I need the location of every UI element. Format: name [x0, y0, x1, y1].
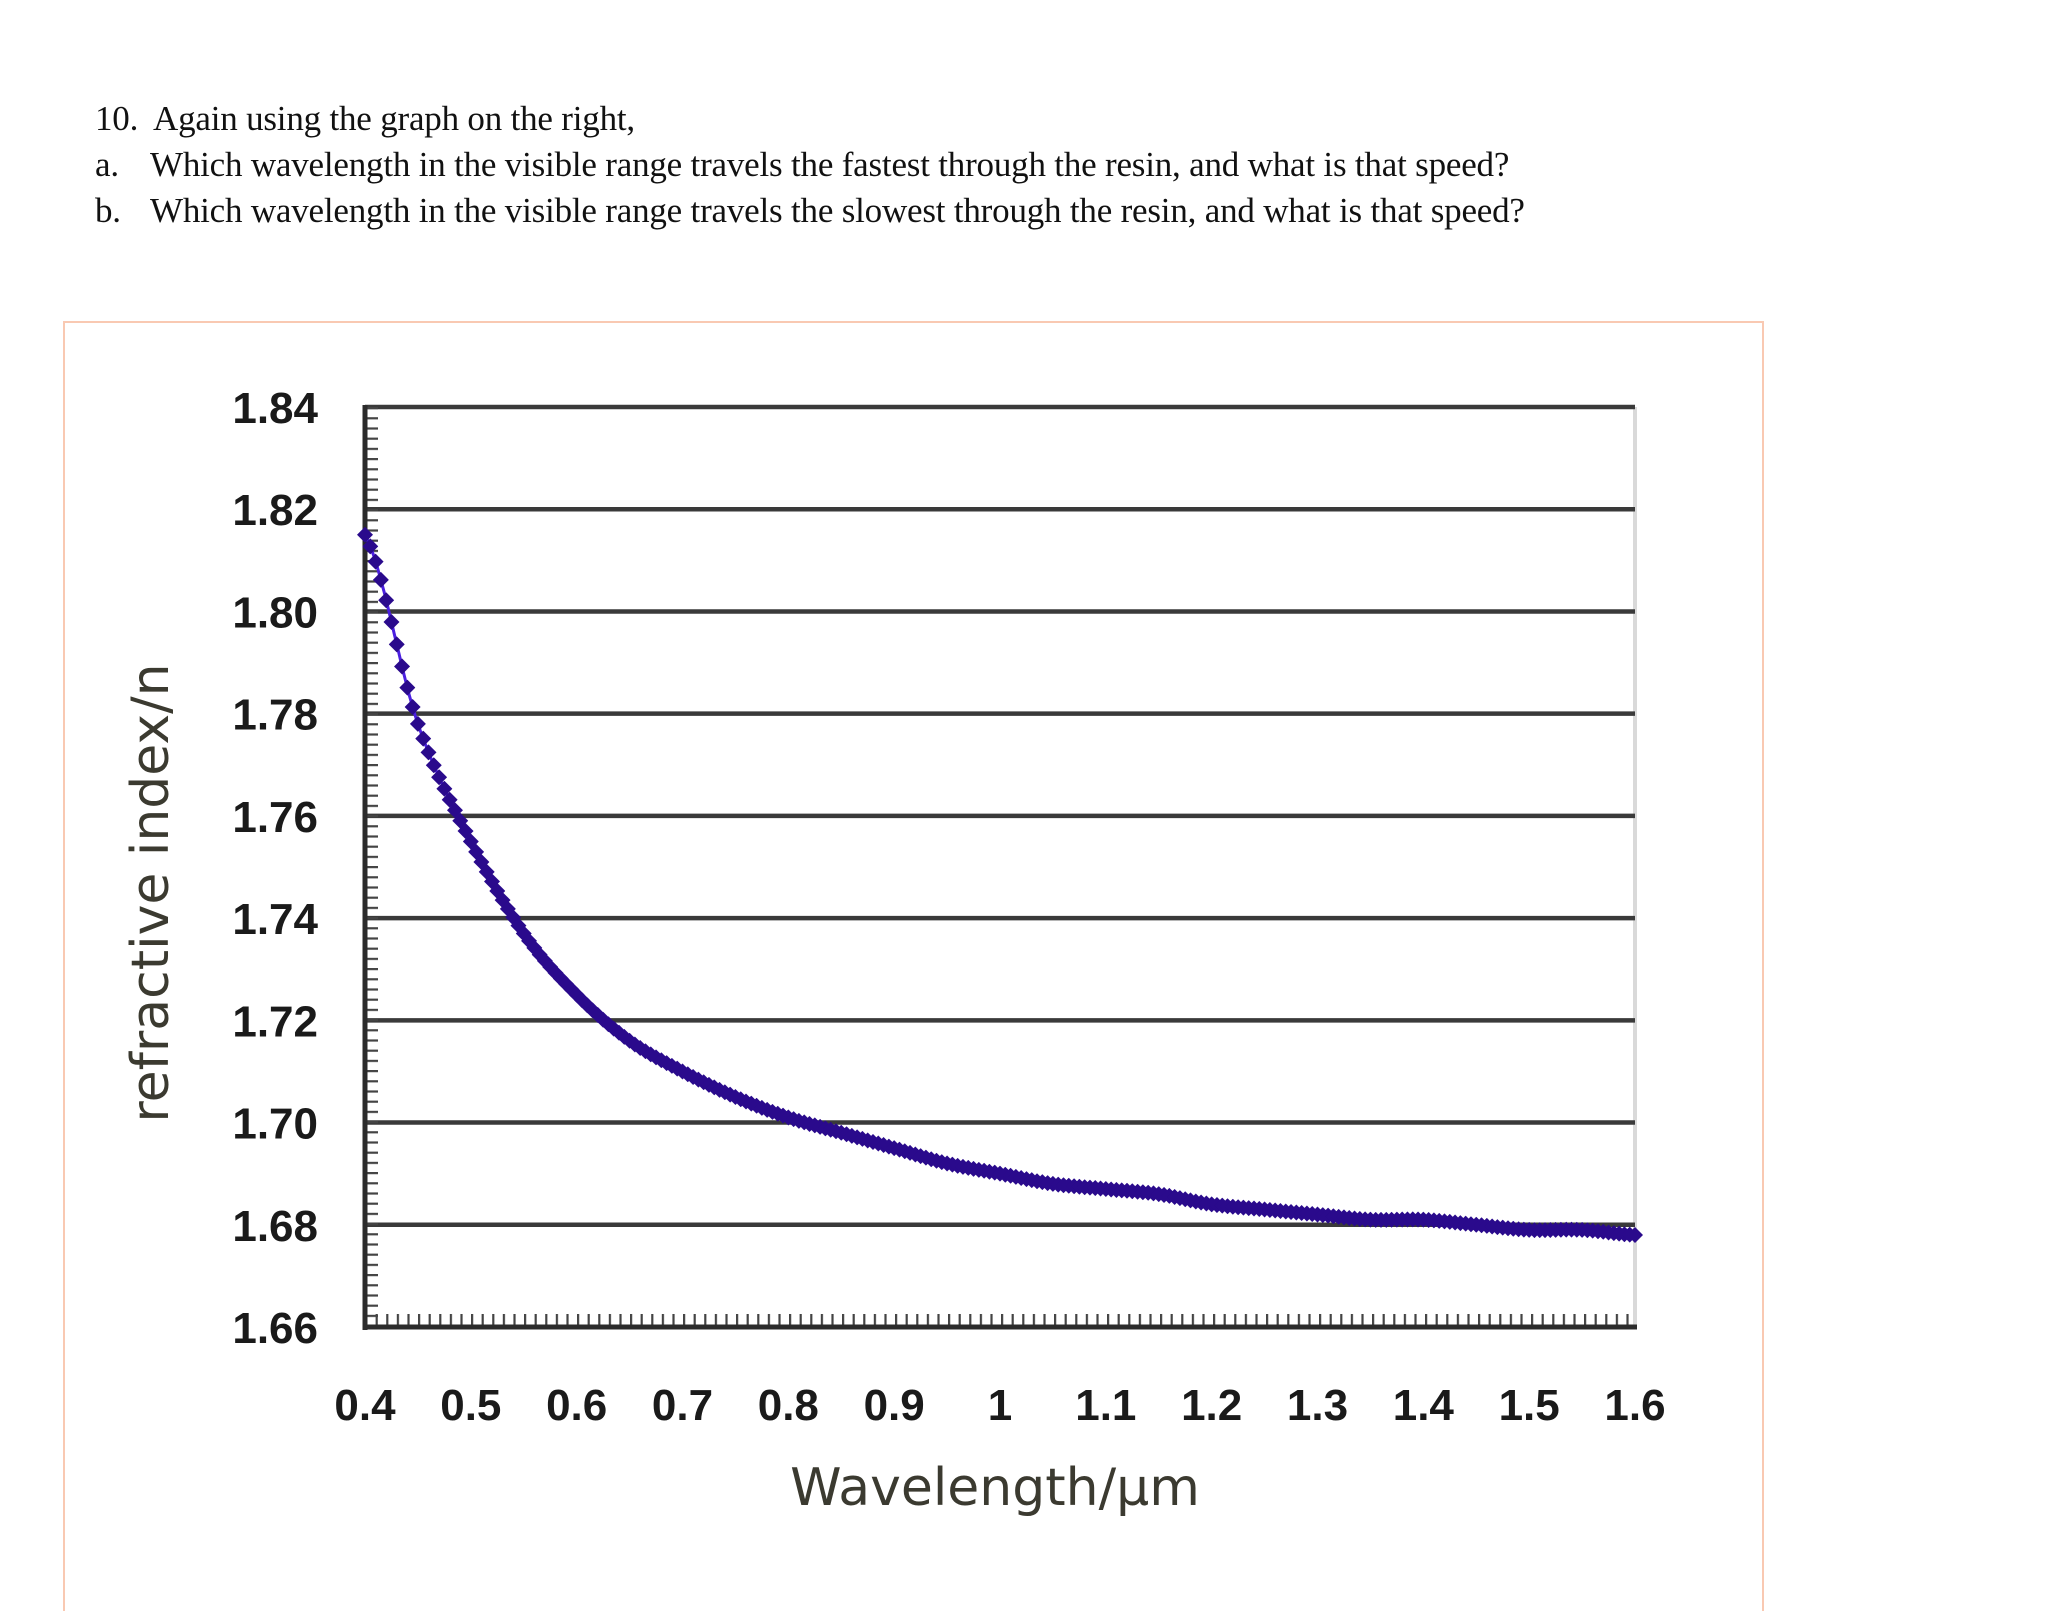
x-axis-tick-labels: 0.4 0.5 0.6 0.7 0.8 0.9 1 1.1 1.2 1.3 1.4 1.5 1.6 [334, 1381, 1665, 1430]
chart-frame [63, 321, 1764, 1611]
question-text: 10. Again using the graph on the right, a… [95, 96, 1525, 234]
x-tick-label: 0.8 [758, 1381, 819, 1430]
question-part-a: a. Which wavelength in the visible range … [95, 142, 1525, 188]
question-number: 10. [95, 99, 139, 138]
x-tick-label: 0.4 [334, 1381, 396, 1430]
x-axis-minor-ticks [365, 1314, 1635, 1326]
y-tick-label: 1.70 [232, 1100, 318, 1149]
plot-area [357, 404, 1643, 1330]
x-axis-title: Wavelength/μm [790, 1458, 1200, 1518]
y-tick-label: 1.84 [232, 384, 318, 433]
y-tick-label: 1.66 [232, 1304, 318, 1353]
x-tick-label: 1 [988, 1381, 1012, 1430]
y-tick-label: 1.82 [232, 486, 318, 535]
x-tick-label: 1.2 [1181, 1381, 1242, 1430]
part-b-marker: b. [95, 191, 121, 230]
y-axis-minor-ticks [366, 407, 378, 1327]
question-heading: 10. Again using the graph on the right, [95, 96, 1525, 142]
data-series [357, 526, 1643, 1243]
series-line [363, 534, 1636, 1237]
y-axis-tick-labels: 1.84 1.82 1.80 1.78 1.76 1.74 1.72 1.70 1.68 1.66 [232, 384, 318, 1353]
x-tick-label: 1.6 [1604, 1381, 1665, 1430]
y-tick-label: 1.76 [232, 793, 318, 842]
part-b-text: Which wavelength in the visible range tr… [150, 191, 1525, 230]
question-part-b: b. Which wavelength in the visible range … [95, 188, 1525, 234]
y-tick-label: 1.68 [232, 1202, 318, 1251]
x-tick-label: 1.5 [1499, 1381, 1560, 1430]
gridlines [365, 404, 1635, 1228]
series-markers [357, 526, 1643, 1243]
part-a-marker: a. [95, 145, 119, 184]
x-tick-label: 1.1 [1075, 1381, 1136, 1430]
x-tick-label: 0.9 [864, 1381, 925, 1430]
x-tick-label: 0.7 [652, 1381, 713, 1430]
y-tick-label: 1.78 [232, 691, 318, 740]
x-tick-label: 1.3 [1287, 1381, 1348, 1430]
x-tick-label: 0.5 [440, 1381, 501, 1430]
x-tick-label: 0.6 [546, 1381, 607, 1430]
x-tick-label: 1.4 [1393, 1381, 1455, 1430]
y-tick-label: 1.74 [232, 895, 318, 944]
y-axis-title: refractive index/n [121, 663, 181, 1122]
question-intro: Again using the graph on the right, [153, 99, 635, 138]
part-a-text: Which wavelength in the visible range tr… [150, 145, 1510, 184]
y-tick-label: 1.80 [232, 588, 318, 637]
y-tick-label: 1.72 [232, 997, 318, 1046]
